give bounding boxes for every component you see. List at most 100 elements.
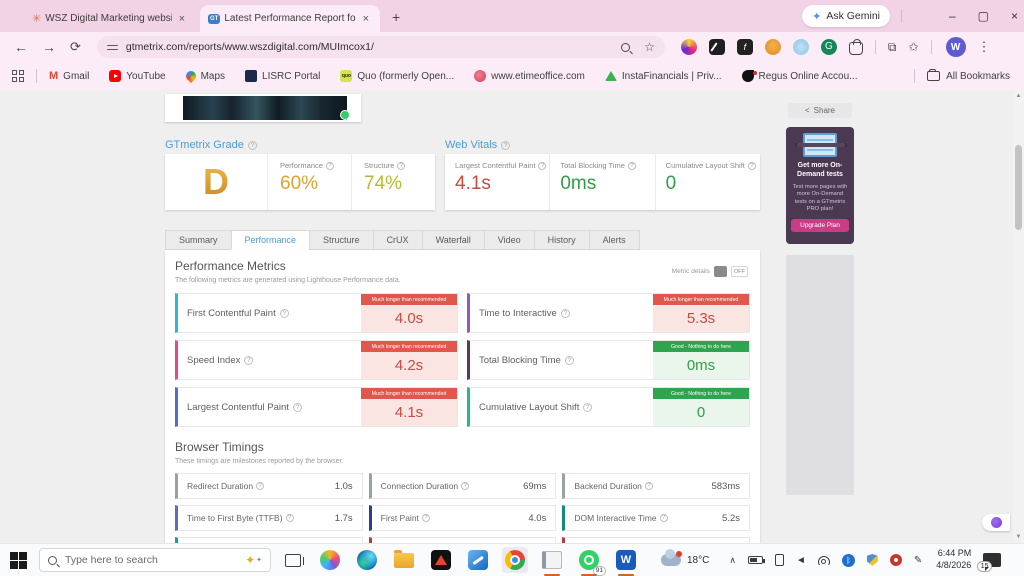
help-icon[interactable] [627,161,636,170]
help-icon[interactable] [292,402,302,412]
help-icon[interactable] [247,140,257,150]
minimize-button[interactable]: – [948,9,956,23]
all-bookmarks-button[interactable]: All Bookmarks [902,68,1010,83]
tab-history[interactable]: History [533,230,589,250]
tab-crux[interactable]: CrUX [372,230,422,250]
help-icon[interactable] [583,402,593,412]
taskbar-file-explorer[interactable] [391,547,417,573]
speaker-icon[interactable]: ◄ [795,554,806,566]
start-button[interactable] [10,551,27,569]
new-tab-button[interactable]: + [392,9,401,25]
help-icon[interactable] [244,355,254,365]
url-bar[interactable]: gtmetrix.com/reports/www.wszdigital.com/… [96,36,665,58]
bookmark-etimeoffice[interactable]: www.etimeoffice.com [474,70,585,82]
help-icon[interactable] [501,140,511,150]
help-icon[interactable] [747,161,756,170]
maximize-button[interactable]: ▢ [977,9,989,23]
tray-expand-icon[interactable]: ∧ [729,554,736,565]
bookmarks-sparkle-icon[interactable]: ✩ [908,40,919,54]
share-button[interactable]: < Share [788,103,852,118]
help-icon[interactable] [659,514,668,522]
tab-video[interactable]: Video [483,230,534,250]
security-shield-icon[interactable] [866,554,878,566]
tab-structure[interactable]: Structure [309,230,373,250]
browser-tab-wsz[interactable]: ✳ WSZ Digital Marketing website × [24,5,196,32]
metric-details-toggle[interactable] [714,266,727,277]
taskbar-whatsapp[interactable]: 91 [576,547,606,576]
bookmark-youtube[interactable]: YouTube [109,70,166,82]
pen-extension-icon[interactable] [708,39,725,55]
help-icon[interactable] [461,482,470,490]
scroll-up-icon[interactable]: ▲ [1015,93,1022,99]
bookmark-gmail[interactable]: M Gmail [49,70,89,82]
help-icon[interactable] [397,161,406,170]
forward-button[interactable]: → [42,39,56,55]
help-icon[interactable] [421,514,430,522]
weather-widget[interactable]: 18°C [661,549,709,566]
bookmark-lisrc[interactable]: LISRC Portal [245,70,320,82]
help-icon[interactable] [560,308,570,318]
taskbar-word[interactable]: W [613,547,639,576]
browser-tab-gtmetrix[interactable]: GT Latest Performance Report for: × [200,5,380,32]
taskbar-chrome[interactable] [502,547,528,573]
tab-title: WSZ Digital Marketing website [45,13,172,24]
camera-extension-icon[interactable] [680,39,697,55]
page-scrollbar[interactable]: ▲ ▼ [1013,90,1024,543]
orange-extension-icon[interactable] [764,39,781,55]
task-view-button[interactable] [285,553,304,567]
bookmark-regus[interactable]: Regus Online Accou... [741,70,857,82]
grammarly-extension-icon[interactable]: G [820,39,837,55]
back-button[interactable]: ← [14,39,28,55]
bluetooth-icon[interactable]: ᛒ [841,553,855,567]
record-status-icon[interactable] [889,554,902,566]
battery-icon[interactable] [747,556,765,564]
scroll-down-icon[interactable]: ▼ [1015,534,1022,540]
taskbar-edge[interactable] [354,547,380,573]
notification-center-button[interactable]: 15 [977,553,1002,572]
floating-widget[interactable] [982,514,1010,531]
reading-mode-icon[interactable]: ⧉ [887,39,897,54]
divider [930,40,932,54]
bag-extension-icon[interactable] [848,38,863,55]
taskbar-copilot[interactable] [317,547,343,573]
site-info-icon[interactable] [106,42,118,53]
profile-avatar[interactable]: W [945,37,966,57]
snowflake-extension-icon[interactable] [792,39,809,55]
url-text[interactable]: gtmetrix.com/reports/www.wszdigital.com/… [125,41,374,53]
help-icon[interactable] [564,355,574,365]
tab-close-icon[interactable]: × [178,12,185,25]
help-icon[interactable] [325,161,334,170]
tab-close-icon[interactable]: × [362,12,369,25]
help-icon[interactable] [256,482,265,490]
reload-button[interactable]: ⟳ [70,39,81,54]
taskbar-adobe[interactable] [428,547,454,573]
taskbar-paint[interactable] [465,547,491,573]
bookmark-star-icon[interactable]: ☆ [644,40,655,54]
bookmark-quo[interactable]: quo Quo (formerly Open... [340,70,454,82]
taskbar-clock[interactable]: 6:44 PM 4/8/2026 [936,548,971,571]
tab-alerts[interactable]: Alerts [588,230,640,250]
tab-waterfall[interactable]: Waterfall [421,230,484,250]
tab-summary[interactable]: Summary [165,230,231,250]
ask-gemini-button[interactable]: ✦ Ask Gemini [802,5,890,27]
help-icon[interactable] [285,514,294,522]
bookmark-instafinancials[interactable]: InstaFinancials | Priv... [604,71,722,82]
f-extension-icon[interactable]: f [736,39,753,55]
browser-menu-icon[interactable]: ⋮ [977,39,991,54]
close-button[interactable]: × [1010,9,1018,23]
scrollbar-thumb[interactable] [1015,145,1022,230]
pen-tray-icon[interactable]: ✎ [913,554,923,566]
bookmark-maps[interactable]: Maps [183,68,225,84]
zoom-search-icon[interactable] [621,42,631,52]
help-icon[interactable] [279,308,289,318]
taskbar-search-box[interactable]: Type here to search ✦ ✦ [39,548,271,572]
upgrade-plan-button[interactable]: Upgrade Plan [791,218,849,232]
help-icon[interactable] [644,482,653,490]
help-icon[interactable] [538,161,547,170]
apps-grid-icon[interactable] [12,70,24,82]
tab-performance[interactable]: Performance [230,230,310,250]
taskbar-notebook[interactable] [539,547,565,576]
wifi-icon[interactable] [817,555,830,565]
phone-link-icon[interactable] [774,554,784,566]
divider [914,69,916,83]
